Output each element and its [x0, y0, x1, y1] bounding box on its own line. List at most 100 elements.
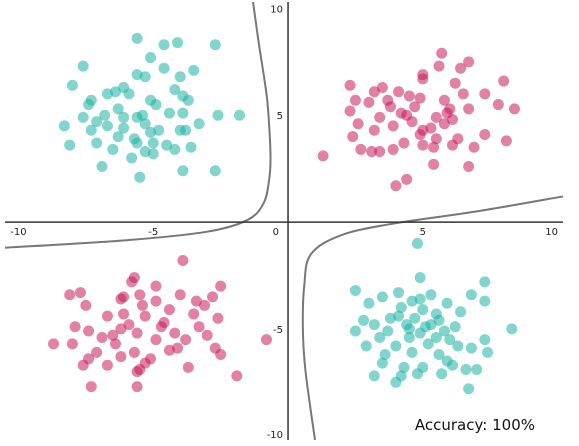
data-point	[77, 359, 89, 371]
data-point	[436, 368, 448, 380]
data-point	[411, 237, 423, 249]
data-point	[398, 361, 410, 373]
data-point	[115, 323, 127, 335]
data-point	[180, 124, 192, 136]
data-point	[99, 109, 111, 121]
x-tick-label: -5	[148, 227, 158, 238]
data-point	[455, 62, 467, 74]
data-point	[182, 94, 194, 106]
data-point	[449, 321, 461, 333]
data-point	[390, 180, 402, 192]
data-point	[145, 52, 157, 64]
data-point	[180, 334, 192, 346]
data-point	[66, 338, 78, 350]
data-point	[155, 321, 167, 333]
data-point	[465, 342, 477, 354]
data-point	[66, 79, 78, 91]
data-point	[139, 146, 151, 158]
data-point	[376, 81, 388, 93]
decision-boundary-1	[4, 1, 272, 249]
data-point	[136, 109, 148, 121]
data-point	[349, 284, 361, 296]
data-point	[169, 143, 181, 155]
data-point	[118, 111, 130, 123]
data-point	[83, 325, 95, 337]
decision-boundary-2	[301, 195, 564, 441]
data-point	[101, 120, 113, 132]
data-point	[118, 122, 130, 134]
y-tick-label: -5	[273, 325, 283, 336]
data-point	[393, 86, 405, 98]
data-point	[139, 71, 151, 83]
data-point	[212, 109, 224, 121]
data-point	[482, 346, 494, 358]
data-point	[101, 359, 113, 371]
data-point	[428, 158, 440, 170]
x-tick-label: 5	[420, 227, 426, 238]
data-point	[77, 60, 89, 72]
data-point	[193, 118, 205, 130]
data-point	[131, 381, 143, 393]
data-point	[139, 118, 151, 130]
origin-label: 0	[273, 227, 279, 238]
data-point	[479, 88, 491, 100]
data-point	[460, 363, 472, 375]
data-point	[446, 139, 458, 151]
data-point	[64, 139, 76, 151]
data-point	[376, 357, 388, 369]
data-point	[428, 141, 440, 153]
data-point	[390, 340, 402, 352]
data-point	[198, 299, 210, 311]
data-point	[174, 71, 186, 83]
data-point	[231, 370, 243, 382]
data-point	[64, 289, 76, 301]
data-point	[123, 319, 135, 331]
data-point	[169, 84, 181, 96]
data-point	[374, 146, 386, 158]
data-point	[118, 291, 130, 303]
data-point	[101, 310, 113, 322]
data-point	[508, 103, 520, 115]
data-point	[479, 128, 491, 140]
data-point	[83, 99, 95, 111]
data-point	[422, 338, 434, 350]
data-point	[395, 107, 407, 119]
data-point	[449, 77, 461, 89]
data-point	[139, 310, 151, 322]
data-point	[403, 90, 415, 102]
data-point	[411, 368, 423, 380]
data-point	[463, 161, 475, 173]
data-point	[498, 75, 510, 87]
data-point	[188, 64, 200, 76]
data-point	[368, 319, 380, 331]
data-point	[360, 340, 372, 352]
data-point	[209, 165, 221, 177]
x-tick-label: 10	[545, 227, 558, 238]
data-point	[177, 107, 189, 119]
data-point	[368, 124, 380, 136]
data-point	[136, 299, 148, 311]
data-point	[158, 39, 170, 51]
data-point	[85, 381, 97, 393]
data-point	[414, 128, 426, 140]
data-point	[430, 111, 442, 123]
data-point	[438, 325, 450, 337]
data-point	[131, 137, 143, 149]
data-point	[58, 120, 70, 132]
data-point	[446, 359, 458, 371]
data-point	[425, 319, 437, 331]
data-point	[190, 295, 202, 307]
data-point	[145, 126, 157, 138]
data-point	[344, 79, 356, 91]
data-point	[366, 146, 378, 158]
data-point	[126, 152, 138, 164]
y-tick-label: 10	[270, 4, 283, 15]
data-point	[48, 338, 60, 350]
data-point	[479, 334, 491, 346]
data-point	[177, 255, 189, 267]
data-point	[77, 111, 89, 123]
data-point	[96, 161, 108, 173]
data-point	[185, 141, 197, 153]
data-point	[433, 314, 445, 326]
data-point	[118, 308, 130, 320]
